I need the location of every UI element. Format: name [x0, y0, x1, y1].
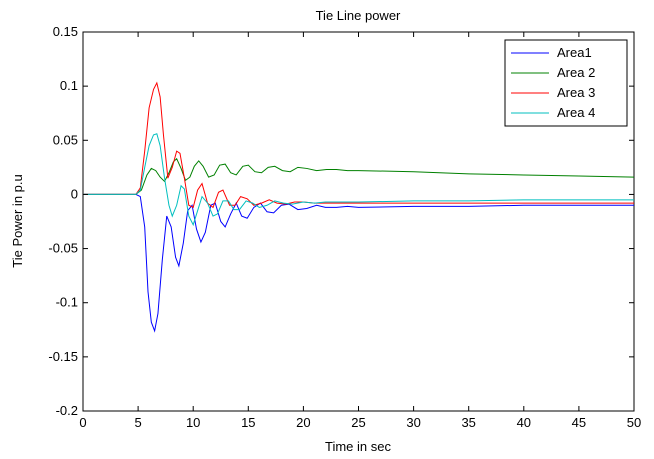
- y-tick-label: -0.1: [56, 295, 78, 310]
- x-axis-title: Time in sec: [325, 439, 391, 454]
- x-tick-label: 30: [406, 415, 420, 430]
- x-tick-label: 10: [186, 415, 200, 430]
- x-tick-label: 25: [351, 415, 365, 430]
- axis-ticks: 0 5 10 15 20 25 30 35 40 45 50 -0.2 -0.15 -0.1 -0.05 0 0…: [48, 24, 641, 430]
- x-tick-label: 45: [572, 415, 586, 430]
- y-axis-title: Tie Power in p.u: [10, 174, 25, 267]
- series-line-2: [83, 157, 635, 195]
- x-tick-label: 50: [627, 415, 641, 430]
- x-tick-label: 40: [517, 415, 531, 430]
- y-tick-label: -0.15: [48, 349, 78, 364]
- y-tick-label: -0.05: [48, 241, 78, 256]
- legend-label-3: Area 3: [557, 85, 595, 100]
- y-tick-label: 0: [71, 186, 78, 201]
- series-layer: [83, 81, 635, 333]
- y-tick-label: 0.15: [53, 24, 78, 39]
- x-tick-label: 5: [134, 415, 141, 430]
- chart-title: Tie Line power: [316, 8, 401, 23]
- legend-box: [504, 39, 628, 127]
- y-tick-label: 0.05: [53, 132, 78, 147]
- x-tick-label: 15: [241, 415, 255, 430]
- y-tick-label: 0.1: [60, 78, 78, 93]
- legend-label-2: Area 2: [557, 65, 595, 80]
- legend-label-1: Area1: [557, 45, 592, 60]
- x-tick-label: 20: [296, 415, 310, 430]
- series-line-4: [83, 133, 634, 227]
- x-tick-label: 35: [461, 415, 475, 430]
- y-tick-label: -0.2: [56, 403, 78, 418]
- x-tick-label: 0: [79, 415, 86, 430]
- legend: Area1 Area 2 Area 3 Area 4: [504, 39, 628, 127]
- legend-label-4: Area 4: [557, 105, 595, 120]
- series-line-1: [83, 193, 634, 333]
